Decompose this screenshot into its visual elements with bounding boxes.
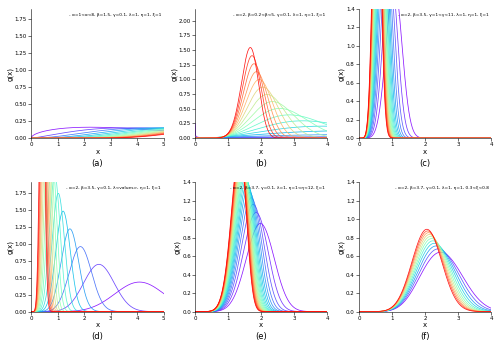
Text: (e): (e): [256, 332, 267, 341]
Text: (d): (d): [92, 332, 104, 341]
X-axis label: x: x: [259, 149, 264, 155]
Text: - α=2, β=3.7, γ=0.1, λ=1, η=1, 0.3<ξ<0.8: - α=2, β=3.7, γ=0.1, λ=1, η=1, 0.3<ξ<0.8: [394, 186, 488, 190]
Text: - α=2, β=0.2<β<5, γ=0.1, λ=1, η=1, ξ=1: - α=2, β=0.2<β<5, γ=0.1, λ=1, η=1, ξ=1: [232, 13, 325, 17]
X-axis label: x: x: [423, 322, 427, 328]
Y-axis label: g(x): g(x): [174, 240, 181, 254]
Y-axis label: g(x): g(x): [338, 240, 344, 254]
Y-axis label: g(x): g(x): [338, 67, 344, 81]
Text: - α=2, β=3.5, γ=1<γ<11, λ=1, η=1, ξ=1: - α=2, β=3.5, γ=1<γ<11, λ=1, η=1, ξ=1: [398, 13, 488, 17]
X-axis label: x: x: [96, 149, 100, 155]
X-axis label: x: x: [423, 149, 427, 155]
Y-axis label: g(x): g(x): [171, 67, 177, 81]
X-axis label: x: x: [259, 322, 264, 328]
X-axis label: x: x: [96, 322, 100, 328]
Text: (b): (b): [256, 159, 267, 168]
Text: (a): (a): [92, 159, 103, 168]
Text: - α=2, β=3.5, γ=0.1, λ<values>, η=1, ξ=1: - α=2, β=3.5, γ=0.1, λ<values>, η=1, ξ=1: [66, 186, 161, 190]
Text: - α=2, β=3.7, γ=0.1, λ=1, η=1<η<12, ξ=1: - α=2, β=3.7, γ=0.1, λ=1, η=1<η<12, ξ=1: [230, 186, 325, 190]
Y-axis label: g(x): g(x): [7, 67, 14, 81]
Text: (f): (f): [420, 332, 430, 341]
Text: (c): (c): [420, 159, 430, 168]
Y-axis label: g(x): g(x): [7, 240, 14, 254]
Text: - α=1<α<8, β=1.5, γ=0.1, λ=1, η=1, ξ=1: - α=1<α<8, β=1.5, γ=0.1, λ=1, η=1, ξ=1: [68, 13, 161, 17]
